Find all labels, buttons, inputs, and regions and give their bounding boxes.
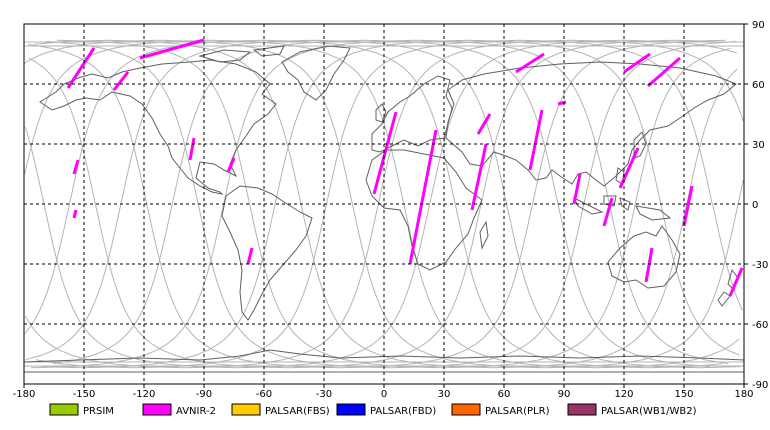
avnir2-swath [372,111,398,195]
x-tick-label: 0 [381,389,387,400]
x-tick-label: 90 [558,389,571,400]
legend-item-palsar-fbd: PALSAR(FBD) [336,403,436,417]
y-tick-label: 0 [752,200,758,211]
orbit-track [53,39,741,369]
avnir2-swath [476,113,492,135]
avnir2-swath [470,143,488,211]
legend-swatch [142,403,172,416]
y-tick-label: -30 [752,260,768,271]
orbit-track [24,39,744,369]
avnir2-swath [72,209,78,219]
orbit-track [41,39,729,369]
avnir2-swath [602,197,614,227]
avnir2-swath [72,159,80,175]
legend-swatch [336,403,366,416]
orbit-track [56,39,736,369]
avnir2-swath [139,38,205,60]
avnir2-swath [623,52,651,74]
y-tick-label: -60 [752,320,768,331]
x-tick-label: 120 [614,389,633,400]
legend-swatch [231,403,261,416]
avnir2-swath [112,71,130,91]
x-tick-label: -60 [256,389,272,400]
avnir2-swath [66,47,96,89]
legend-item-prsim: PRSIM [49,403,114,417]
legend-label: PALSAR(FBD) [370,406,436,417]
legend: PRSIM AVNIR-2 PALSAR(FBS) PALSAR(FBD) PA… [49,403,697,417]
x-tick-label: -120 [133,389,156,400]
y-tick-label: 60 [752,80,765,91]
orbit-track [27,39,715,369]
x-tick-label: -180 [13,389,36,400]
legend-label: PALSAR(FBS) [265,406,330,417]
legend-swatch [49,403,79,416]
legend-label: AVNIR-2 [176,406,216,417]
swath-layer [66,38,744,297]
graticule [24,24,744,384]
legend-item-avnir-2: AVNIR-2 [142,403,216,417]
avnir2-swath [618,147,640,189]
x-tick-label: 60 [498,389,511,400]
y-tick-label: -90 [752,380,768,391]
x-tick-label: 150 [674,389,693,400]
x-tick-label: -90 [196,389,212,400]
orbit-tracks [24,39,744,369]
axis-ticks [23,23,748,388]
orbit-track [24,39,738,369]
avnir2-swath [528,109,544,171]
avnir2-swath [644,247,654,283]
legend-label: PALSAR(PLR) [485,406,550,417]
x-tick-label: -150 [73,389,96,400]
legend-item-palsar-plr: PALSAR(PLR) [451,403,550,417]
legend-label: PRSIM [83,406,114,417]
y-tick-label: 30 [752,140,765,151]
avnir2-swath [557,100,567,106]
avnir2-swath [647,56,681,88]
x-tick-label: 30 [438,389,451,400]
orbit-track [46,39,726,369]
avnir2-swath [246,247,254,265]
legend-swatch [451,403,481,416]
avnir2-swath [515,52,545,74]
orbit-track [30,39,710,369]
y-axis-labels: 90 60 30 0 -30 -60 -90 [752,20,768,391]
legend-label: PALSAR(WB1/WB2) [601,406,697,417]
y-tick-label: 90 [752,20,765,31]
avnir2-swath [572,173,582,205]
x-axis-labels: -180 -150 -120 -90 -60 -30 0 30 60 90 12… [13,389,754,400]
legend-swatch [567,403,597,416]
legend-item-palsar-fbs: PALSAR(FBS) [231,403,330,417]
avnir2-swath [188,137,196,161]
avnir2-swath [226,157,236,173]
x-tick-label: 180 [734,389,753,400]
orbit-track [28,39,737,369]
coastlines [24,45,744,373]
avnir2-swath [682,185,694,227]
orbit-track [25,39,722,369]
legend-item-palsar-wb: PALSAR(WB1/WB2) [567,403,697,417]
avnir2-swath [408,129,438,265]
x-tick-label: -30 [316,389,332,400]
avnir2-swath [728,267,744,297]
